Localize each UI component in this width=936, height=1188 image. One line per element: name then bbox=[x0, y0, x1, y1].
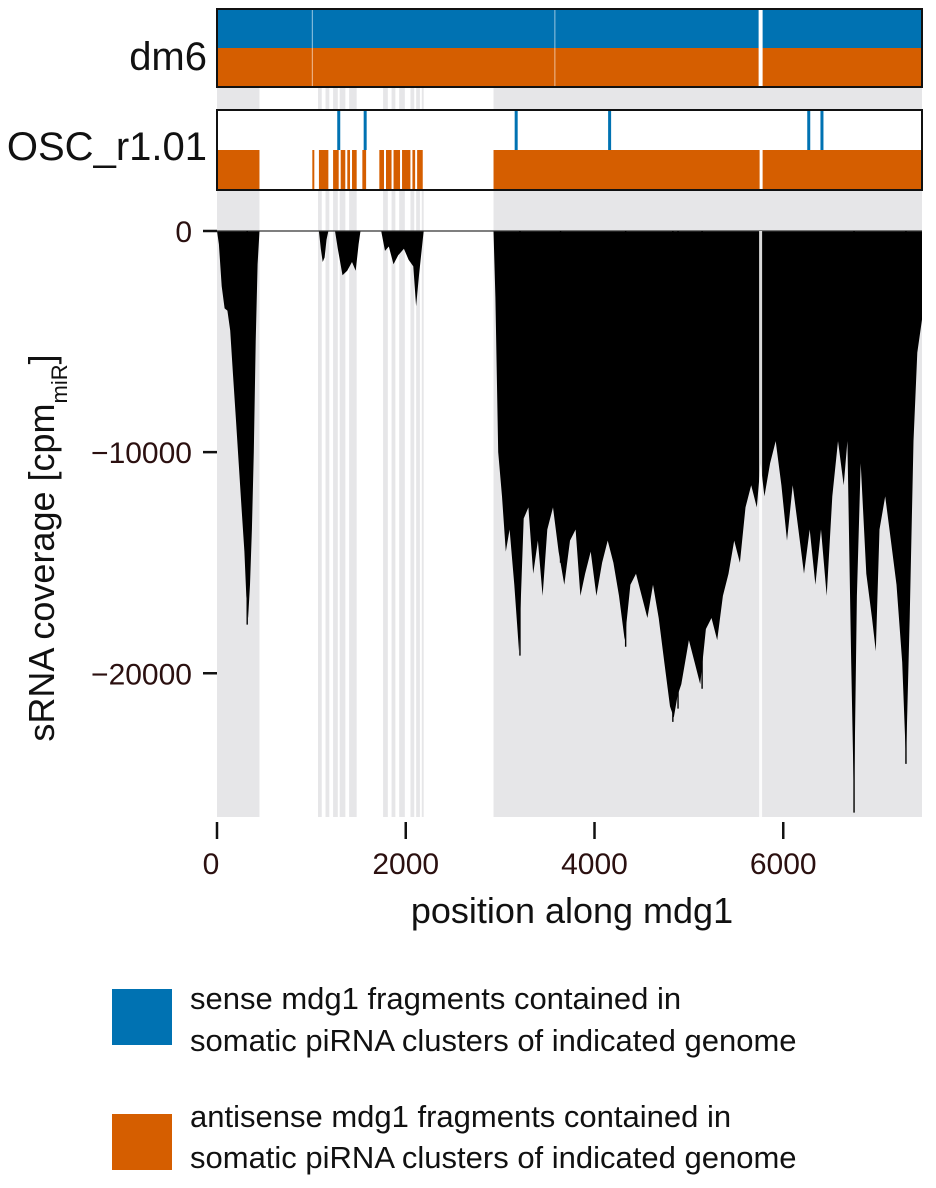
x-tick-label-3: 6000 bbox=[750, 848, 817, 881]
x-tick-label-1: 2000 bbox=[372, 848, 439, 881]
shaded-region-4 bbox=[339, 87, 346, 817]
shaded-region-3 bbox=[333, 87, 338, 817]
osc-sense-mark-0 bbox=[337, 110, 341, 150]
shaded-region-10 bbox=[416, 87, 420, 817]
shaded-region-7 bbox=[391, 87, 396, 817]
dm6-sense-bar-0 bbox=[217, 9, 922, 48]
track-dm6: dm6 bbox=[129, 8, 923, 88]
legend-antisense-line1: antisense mdg1 fragments contained in bbox=[190, 1099, 731, 1134]
legend-antisense-line2: somatic piRNA clusters of indicated geno… bbox=[190, 1140, 797, 1175]
osc-antisense-bar-2 bbox=[318, 150, 329, 190]
dm6-gap-break bbox=[758, 9, 763, 87]
osc-antisense-bar-1 bbox=[312, 150, 315, 190]
y-axis-title-sub: miR bbox=[47, 364, 72, 403]
osc-antisense-bar-4 bbox=[362, 150, 367, 190]
osc-gap-6 bbox=[410, 150, 413, 190]
shaded-region-1 bbox=[317, 87, 322, 817]
shaded-region-2 bbox=[325, 87, 330, 817]
legend-swatch-sense bbox=[112, 989, 172, 1045]
shaded-region-8 bbox=[399, 87, 405, 817]
osc-gap-4 bbox=[391, 150, 394, 190]
osc-track-frame bbox=[216, 109, 923, 191]
legend: sense mdg1 fragments contained in somati… bbox=[112, 981, 797, 1175]
shaded-region-11 bbox=[421, 87, 424, 817]
osc-antisense-bar-6 bbox=[493, 150, 922, 190]
x-tick-label-0: 0 bbox=[203, 848, 220, 881]
dm6-bars bbox=[217, 9, 922, 87]
y-tick-label-1: −10000 bbox=[91, 437, 192, 470]
dm6-track-frame bbox=[216, 8, 923, 88]
legend-sense-line1: sense mdg1 fragments contained in bbox=[190, 981, 681, 1016]
dm6-antisense-bar-0 bbox=[217, 48, 922, 87]
osc-sense-mark-4 bbox=[807, 110, 811, 150]
osc-bars bbox=[217, 110, 922, 190]
coverage-area bbox=[217, 231, 922, 806]
x-tick-label-2: 4000 bbox=[561, 848, 628, 881]
osc-sense-mark-2 bbox=[514, 110, 518, 150]
track-osc: OSC_r1.01 bbox=[7, 109, 923, 191]
legend-sense-line2: somatic piRNA clusters of indicated geno… bbox=[190, 1023, 797, 1058]
osc-antisense-bar-0 bbox=[217, 150, 260, 190]
track-label-osc: OSC_r1.01 bbox=[7, 125, 207, 169]
osc-gap-0 bbox=[338, 150, 341, 190]
y-axis-title-close: ] bbox=[21, 354, 62, 364]
y-tick-label-2: −20000 bbox=[91, 658, 192, 691]
y-axis-title-main: sRNA coverage [cpm bbox=[21, 403, 62, 741]
track-label-dm6: dm6 bbox=[129, 35, 207, 79]
coverage-layer bbox=[217, 230, 922, 817]
shaded-region-9 bbox=[410, 87, 415, 817]
shaded-region-5 bbox=[349, 87, 357, 817]
legend-swatch-antisense bbox=[112, 1114, 172, 1170]
coverage-gap-break bbox=[759, 231, 763, 817]
y-tick-label-0: 0 bbox=[175, 216, 192, 249]
osc-gap-7 bbox=[415, 150, 418, 190]
x-axis-title: position along mdg1 bbox=[411, 890, 733, 931]
osc-sense-mark-5 bbox=[820, 110, 824, 150]
y-axis-title: sRNA coverage [cpmmiR] bbox=[21, 354, 72, 741]
osc-gap-8 bbox=[759, 150, 763, 190]
y-axis: 0 −10000 −20000 bbox=[91, 216, 217, 691]
osc-antisense-bar-3 bbox=[333, 150, 357, 190]
osc-gap-2 bbox=[350, 150, 353, 190]
shaded-region-6 bbox=[383, 87, 388, 817]
osc-gap-3 bbox=[383, 150, 386, 190]
osc-sense-mark-3 bbox=[608, 110, 612, 150]
x-axis: 0 2000 4000 6000 bbox=[203, 822, 817, 881]
osc-sense-mark-1 bbox=[363, 110, 367, 150]
osc-gap-1 bbox=[345, 150, 348, 190]
osc-gap-5 bbox=[400, 150, 403, 190]
